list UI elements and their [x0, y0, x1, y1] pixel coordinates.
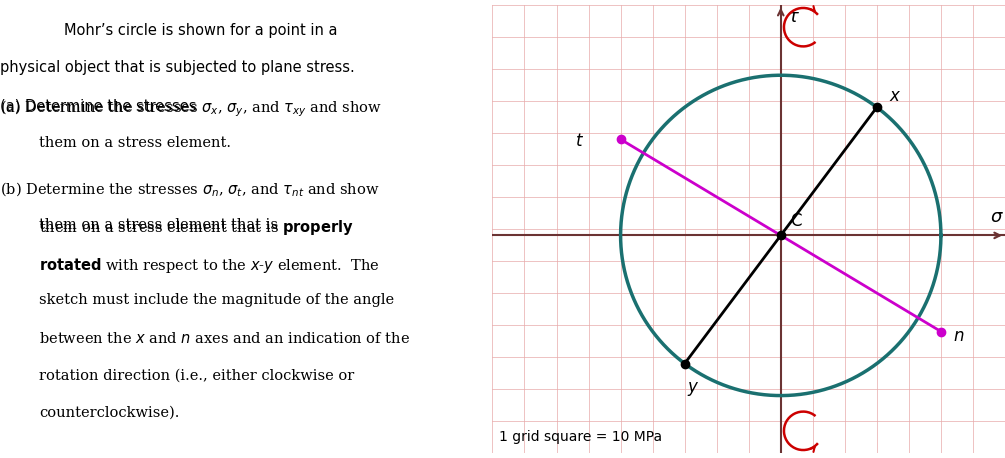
- Text: them on a stress element that is: them on a stress element that is: [39, 218, 283, 232]
- Text: between the $x$ and $n$ axes and an indication of the: between the $x$ and $n$ axes and an indi…: [39, 331, 410, 346]
- Text: sketch must include the magnitude of the angle: sketch must include the magnitude of the…: [39, 293, 395, 307]
- Text: them on a stress element that is $\bf{properly}$: them on a stress element that is $\bf{pr…: [39, 218, 355, 237]
- Text: 1 grid square = 10 MPa: 1 grid square = 10 MPa: [498, 430, 662, 444]
- Text: (a) Determine the stresses $\sigma_x$, $\sigma_y$, and $\tau_{xy}$ and show: (a) Determine the stresses $\sigma_x$, $…: [0, 98, 382, 119]
- Text: (a) Determine the stresses: (a) Determine the stresses: [0, 98, 201, 113]
- Text: σ: σ: [990, 208, 1002, 226]
- Text: C: C: [790, 212, 802, 230]
- Text: t: t: [576, 132, 582, 150]
- Text: physical object that is subjected to plane stress.: physical object that is subjected to pla…: [0, 60, 355, 76]
- Text: y: y: [687, 378, 697, 396]
- Text: Mohr’s circle is shown for a point in a: Mohr’s circle is shown for a point in a: [64, 23, 338, 38]
- Text: rotation direction (i.e., either clockwise or: rotation direction (i.e., either clockwi…: [39, 368, 355, 382]
- Text: τ: τ: [787, 8, 798, 26]
- Text: $\bf{rotated}$ with respect to the $x$-$y$ element.  The: $\bf{rotated}$ with respect to the $x$-$…: [39, 256, 380, 275]
- Text: counterclockwise).: counterclockwise).: [39, 406, 180, 420]
- Text: (b) Determine the stresses $\sigma_n$, $\sigma_t$, and $\tau_{nt}$ and show: (b) Determine the stresses $\sigma_n$, $…: [0, 180, 379, 199]
- Text: x: x: [889, 87, 899, 105]
- Text: them on a stress element.: them on a stress element.: [39, 136, 231, 150]
- Text: n: n: [954, 327, 964, 345]
